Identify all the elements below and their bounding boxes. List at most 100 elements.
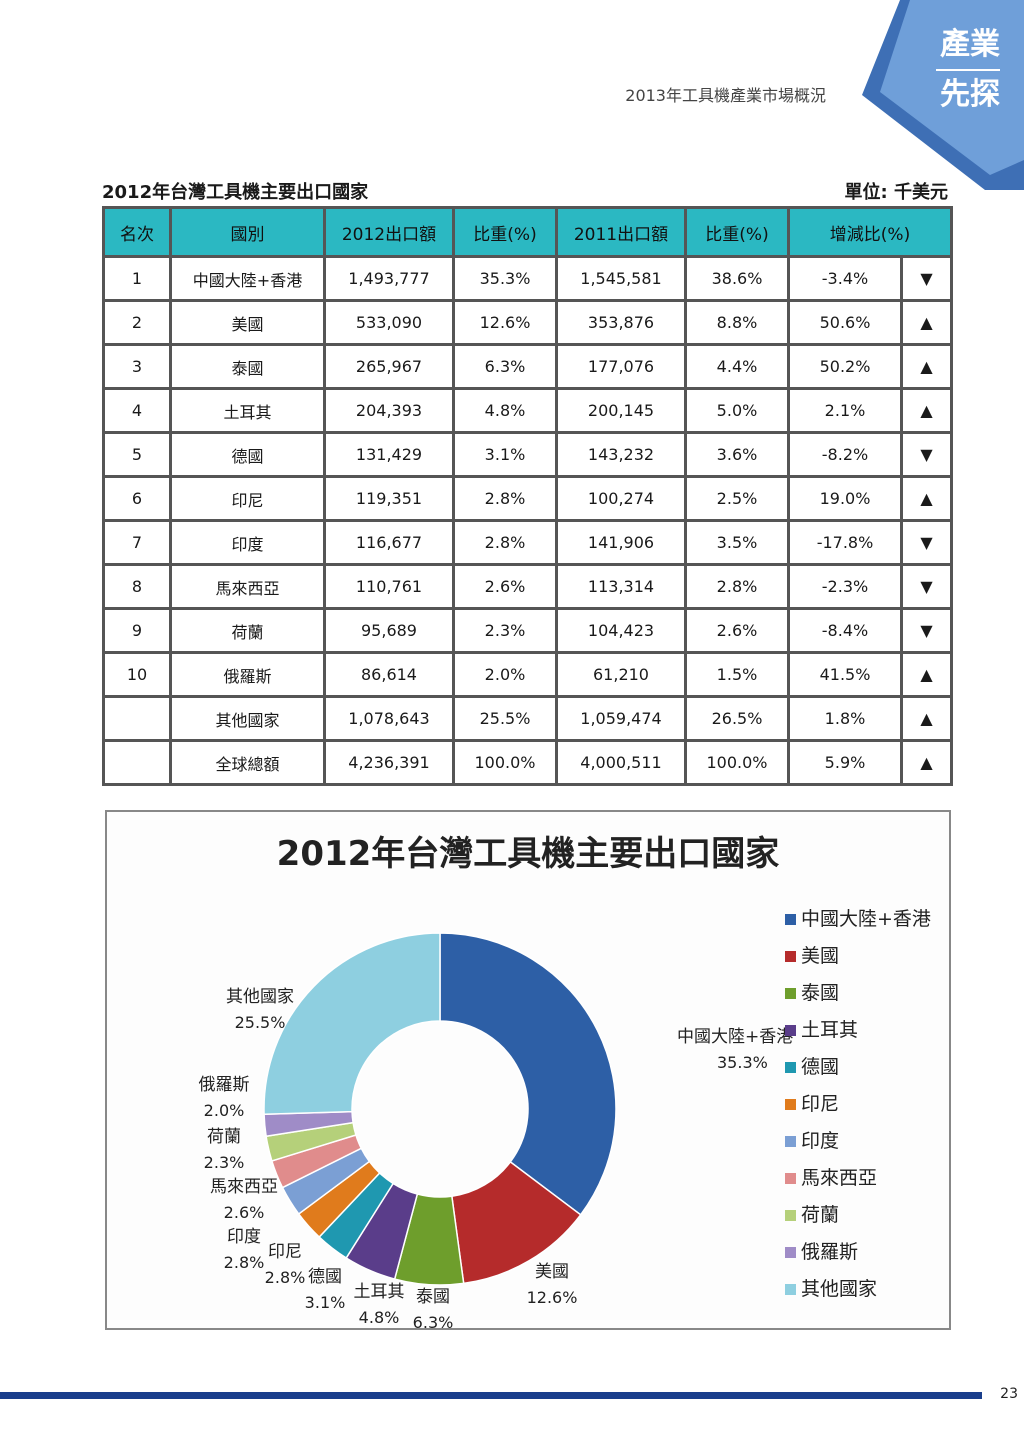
country-cell: 馬來西亞 (169, 563, 326, 610)
rank-cell: 6 (102, 475, 172, 522)
legend-swatch (785, 988, 796, 999)
value-2011-cell: 61,210 (555, 651, 687, 698)
rank-cell: 1 (102, 255, 172, 302)
change-cell: 50.6% (787, 299, 903, 346)
rank-cell: 3 (102, 343, 172, 390)
legend-swatch (785, 951, 796, 962)
slice-label: 其他國家 (226, 987, 294, 1007)
legend-entry: 德國 (801, 1056, 839, 1078)
slice-value-label: 6.3% (413, 1313, 454, 1328)
slice-label: 土耳其 (354, 1282, 405, 1302)
table-row: 6 印尼 119,351 2.8% 100,274 2.5% 19.0% ▲ (102, 475, 954, 522)
change-cell: -2.3% (787, 563, 903, 610)
header-subtitle: 2013年工具機產業市場概況 (625, 86, 826, 105)
col-header-2012: 2012出口額 (323, 206, 455, 258)
value-2011-cell: 104,423 (555, 607, 687, 654)
legend-swatch (785, 1173, 796, 1184)
table-row: 1 中國大陸+香港 1,493,777 35.3% 1,545,581 38.6% -3.4… (102, 255, 954, 302)
change-cell: -17.8% (787, 519, 903, 566)
country-cell: 俄羅斯 (169, 651, 326, 698)
rank-cell: 8 (102, 563, 172, 610)
rank-cell (102, 739, 172, 786)
value-2011-cell: 1,059,474 (555, 695, 687, 742)
slice-value-label: 12.6% (527, 1288, 578, 1307)
legend-entry: 美國 (801, 945, 839, 967)
share-2012-cell: 6.3% (452, 343, 558, 390)
value-2011-cell: 143,232 (555, 431, 687, 478)
table-row: 9 荷蘭 95,689 2.3% 104,423 2.6% -8.4% ▼ (102, 607, 954, 654)
value-2011-cell: 141,906 (555, 519, 687, 566)
slice-value-label: 2.8% (224, 1253, 265, 1272)
slice-label: 荷蘭 (207, 1127, 241, 1147)
value-2012-cell: 533,090 (323, 299, 455, 346)
value-2012-cell: 1,078,643 (323, 695, 455, 742)
trend-icon: ▼ (899, 519, 954, 566)
country-cell: 德國 (169, 431, 326, 478)
col-header-share-2012: 比重(%) (452, 206, 558, 258)
country-cell: 土耳其 (169, 387, 326, 434)
share-2011-cell: 1.5% (684, 651, 790, 698)
slice-label: 泰國 (416, 1287, 450, 1307)
legend-swatch (785, 1062, 796, 1073)
rank-cell: 10 (102, 651, 172, 698)
col-header-country: 國別 (169, 206, 326, 258)
rank-cell: 7 (102, 519, 172, 566)
legend-entry: 馬來西亞 (801, 1167, 877, 1189)
share-2011-cell: 100.0% (684, 739, 790, 786)
footer-bar (0, 1392, 982, 1399)
change-cell: 1.8% (787, 695, 903, 742)
change-cell: -8.2% (787, 431, 903, 478)
table-row: 4 土耳其 204,393 4.8% 200,145 5.0% 2.1% ▲ (102, 387, 954, 434)
trend-icon: ▼ (899, 255, 954, 302)
share-2011-cell: 3.5% (684, 519, 790, 566)
change-cell: 50.2% (787, 343, 903, 390)
trend-icon: ▲ (899, 695, 954, 742)
rank-cell: 9 (102, 607, 172, 654)
table-unit: 單位: 千美元 (844, 182, 948, 203)
share-2011-cell: 2.5% (684, 475, 790, 522)
trend-icon: ▲ (899, 739, 954, 786)
share-2012-cell: 12.6% (452, 299, 558, 346)
slice-value-label: 3.1% (305, 1293, 346, 1312)
section-badge (862, 0, 1024, 190)
change-cell: 19.0% (787, 475, 903, 522)
change-cell: -3.4% (787, 255, 903, 302)
legend-entry: 中國大陸+香港 (801, 908, 931, 930)
table-body: 1 中國大陸+香港 1,493,777 35.3% 1,545,581 38.6% -3.4… (102, 255, 954, 786)
trend-icon: ▲ (899, 651, 954, 698)
slice-value-label: 25.5% (235, 1013, 286, 1032)
slice-value-label: 2.0% (204, 1101, 245, 1120)
legend-swatch (785, 1099, 796, 1110)
country-cell: 美國 (169, 299, 326, 346)
change-cell: 41.5% (787, 651, 903, 698)
value-2011-cell: 4,000,511 (555, 739, 687, 786)
legend-swatch (785, 1247, 796, 1258)
share-2012-cell: 2.0% (452, 651, 558, 698)
page-number: 23 (1000, 1386, 1018, 1402)
value-2012-cell: 265,967 (323, 343, 455, 390)
share-2012-cell: 100.0% (452, 739, 558, 786)
table-row: 10 俄羅斯 86,614 2.0% 61,210 1.5% 41.5% ▲ (102, 651, 954, 698)
legend-swatch (785, 1025, 796, 1036)
table-row: 8 馬來西亞 110,761 2.6% 113,314 2.8% -2.3% ▼ (102, 563, 954, 610)
value-2011-cell: 200,145 (555, 387, 687, 434)
value-2012-cell: 1,493,777 (323, 255, 455, 302)
legend-entry: 其他國家 (801, 1278, 877, 1300)
rank-cell (102, 695, 172, 742)
value-2012-cell: 95,689 (323, 607, 455, 654)
change-cell: -8.4% (787, 607, 903, 654)
rank-cell: 4 (102, 387, 172, 434)
col-header-share-2011: 比重(%) (684, 206, 790, 258)
slice-value-label: 2.6% (224, 1203, 265, 1222)
legend-swatch (785, 914, 796, 925)
value-2012-cell: 110,761 (323, 563, 455, 610)
value-2012-cell: 131,429 (323, 431, 455, 478)
col-header-rank: 名次 (102, 206, 172, 258)
table-row: 全球總額 4,236,391 100.0% 4,000,511 100.0% 5.9% ▲ (102, 739, 954, 786)
value-2011-cell: 1,545,581 (555, 255, 687, 302)
table-row: 7 印度 116,677 2.8% 141,906 3.5% -17.8% ▼ (102, 519, 954, 566)
table-header-row: 名次 國別 2012出口額 比重(%) 2011出口額 比重(%) 增減比(%) (102, 206, 954, 258)
share-2012-cell: 25.5% (452, 695, 558, 742)
badge-inner-shape (880, 0, 1024, 175)
table-row: 3 泰國 265,967 6.3% 177,076 4.4% 50.2% ▲ (102, 343, 954, 390)
